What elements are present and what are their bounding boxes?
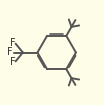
Text: F: F: [10, 38, 16, 48]
Text: F: F: [7, 47, 13, 58]
Text: F: F: [10, 57, 16, 67]
